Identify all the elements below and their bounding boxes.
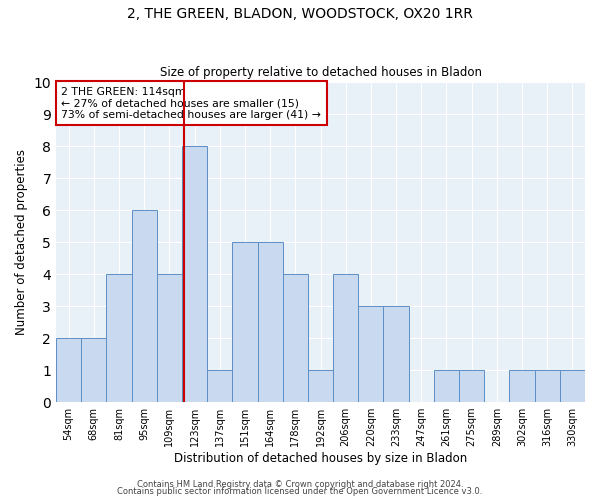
Bar xyxy=(560,370,585,402)
Bar xyxy=(535,370,560,402)
Bar xyxy=(232,242,257,402)
Bar xyxy=(358,306,383,402)
Bar xyxy=(81,338,106,402)
Bar xyxy=(131,210,157,402)
Bar xyxy=(308,370,333,402)
Bar xyxy=(56,338,81,402)
X-axis label: Distribution of detached houses by size in Bladon: Distribution of detached houses by size … xyxy=(174,452,467,465)
Text: 2, THE GREEN, BLADON, WOODSTOCK, OX20 1RR: 2, THE GREEN, BLADON, WOODSTOCK, OX20 1R… xyxy=(127,8,473,22)
Y-axis label: Number of detached properties: Number of detached properties xyxy=(15,149,28,335)
Text: Contains public sector information licensed under the Open Government Licence v3: Contains public sector information licen… xyxy=(118,487,482,496)
Title: Size of property relative to detached houses in Bladon: Size of property relative to detached ho… xyxy=(160,66,482,80)
Bar xyxy=(257,242,283,402)
Bar xyxy=(207,370,232,402)
Text: 2 THE GREEN: 114sqm
← 27% of detached houses are smaller (15)
73% of semi-detach: 2 THE GREEN: 114sqm ← 27% of detached ho… xyxy=(61,87,321,120)
Bar xyxy=(434,370,459,402)
Bar xyxy=(106,274,131,402)
Bar xyxy=(182,146,207,402)
Bar xyxy=(459,370,484,402)
Bar xyxy=(509,370,535,402)
Text: Contains HM Land Registry data © Crown copyright and database right 2024.: Contains HM Land Registry data © Crown c… xyxy=(137,480,463,489)
Bar xyxy=(283,274,308,402)
Bar xyxy=(157,274,182,402)
Bar xyxy=(383,306,409,402)
Bar xyxy=(333,274,358,402)
